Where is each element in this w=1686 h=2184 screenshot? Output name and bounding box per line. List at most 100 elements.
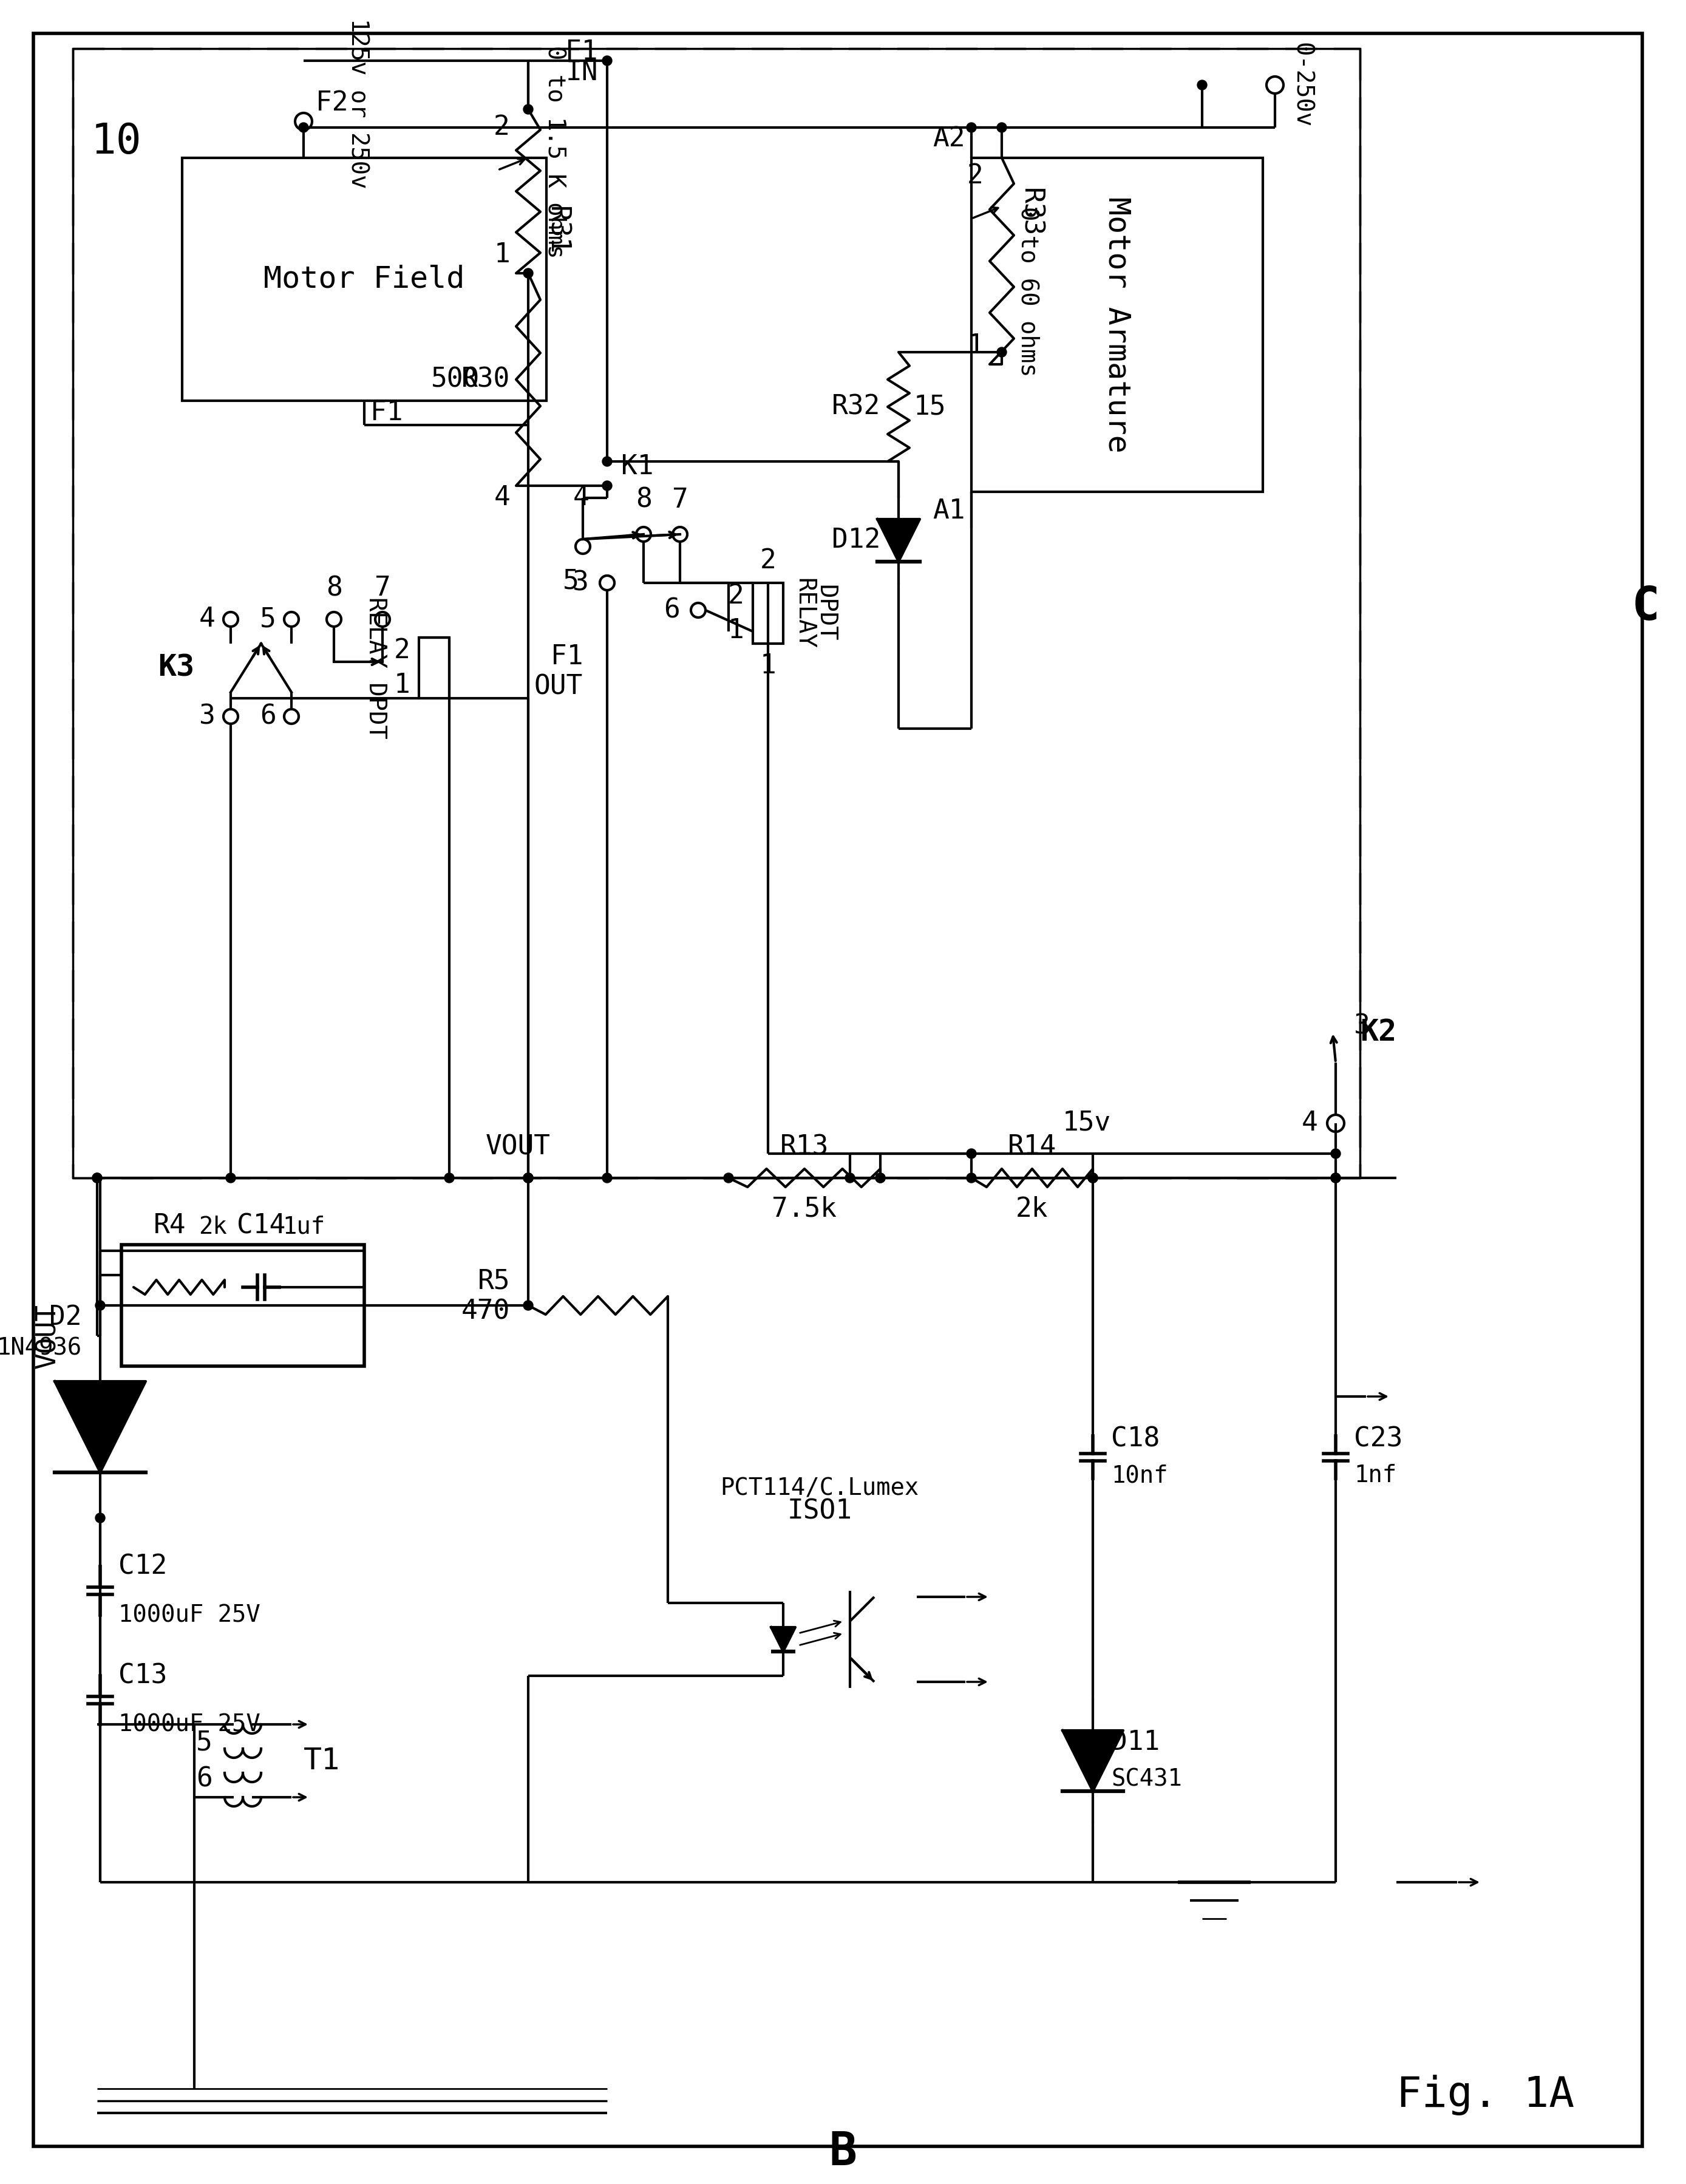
Text: 1000uF 25V: 1000uF 25V (118, 1712, 260, 1736)
Text: D11: D11 (1111, 1730, 1160, 1756)
Text: 5: 5 (260, 607, 277, 633)
Circle shape (523, 1173, 533, 1184)
Text: R5: R5 (477, 1269, 509, 1295)
Polygon shape (1062, 1730, 1123, 1791)
Text: T1: T1 (303, 1747, 341, 1776)
Text: F1: F1 (371, 400, 403, 426)
Text: 15v: 15v (1062, 1109, 1111, 1136)
Circle shape (96, 1514, 105, 1522)
Text: 10nf: 10nf (1111, 1463, 1168, 1487)
Text: 1: 1 (494, 242, 509, 269)
Circle shape (1087, 1173, 1098, 1184)
Text: 1000uF 25V: 1000uF 25V (118, 1603, 260, 1627)
Text: 1: 1 (727, 618, 744, 644)
Text: 500: 500 (432, 367, 479, 393)
Text: 1: 1 (393, 673, 410, 699)
Circle shape (602, 456, 612, 467)
Text: 2: 2 (760, 548, 776, 574)
Circle shape (1197, 81, 1207, 90)
Circle shape (523, 1173, 533, 1184)
Text: K1: K1 (620, 454, 654, 480)
Bar (182, 157, 546, 400)
Text: C18: C18 (1111, 1426, 1160, 1452)
Circle shape (93, 1173, 101, 1184)
Text: Motor Armature: Motor Armature (1103, 197, 1131, 452)
Text: C12: C12 (118, 1553, 167, 1579)
Bar (418, 638, 448, 699)
Text: 7.5k: 7.5k (772, 1197, 836, 1223)
Text: RELAY DPDT: RELAY DPDT (364, 596, 388, 738)
Text: C23: C23 (1354, 1426, 1403, 1452)
Circle shape (602, 57, 612, 66)
Text: R14: R14 (1008, 1133, 1057, 1160)
Circle shape (523, 269, 533, 277)
Polygon shape (54, 1380, 145, 1472)
Bar (754, 583, 784, 644)
Text: RELAY: RELAY (792, 579, 816, 649)
Text: SC431: SC431 (1111, 1767, 1182, 1791)
Text: R13: R13 (781, 1133, 830, 1160)
Circle shape (966, 1173, 976, 1184)
Text: ISO1: ISO1 (787, 1498, 851, 1524)
Circle shape (966, 122, 976, 133)
Text: 15: 15 (914, 393, 946, 419)
Text: 3: 3 (1354, 1013, 1371, 1040)
Text: 1: 1 (968, 332, 983, 358)
Text: R33: R33 (1017, 188, 1044, 236)
Circle shape (602, 1173, 612, 1184)
Text: 2k: 2k (199, 1216, 226, 1238)
Bar (971, 157, 1263, 491)
Circle shape (1330, 1149, 1340, 1158)
Text: D12: D12 (831, 526, 880, 553)
Text: 2: 2 (727, 583, 744, 609)
Text: Motor Field: Motor Field (263, 264, 465, 295)
Text: 6: 6 (664, 596, 679, 622)
Circle shape (875, 1173, 885, 1184)
Text: 5: 5 (196, 1730, 212, 1756)
Bar (72, 48, 1361, 1177)
Bar (121, 1245, 364, 1367)
Circle shape (1087, 1173, 1098, 1184)
Text: OUT: OUT (534, 675, 583, 701)
Text: 8: 8 (325, 574, 342, 601)
Text: Fig. 1A: Fig. 1A (1396, 2075, 1575, 2114)
Circle shape (1330, 1173, 1340, 1184)
Text: R4: R4 (153, 1212, 185, 1238)
Text: F2: F2 (315, 90, 349, 116)
Circle shape (996, 122, 1007, 133)
Circle shape (875, 1173, 885, 1184)
Text: 7: 7 (671, 487, 688, 513)
Text: A1: A1 (932, 498, 966, 524)
Text: IN: IN (565, 59, 599, 85)
Text: 3: 3 (573, 570, 588, 596)
Text: DPDT: DPDT (814, 585, 836, 642)
Text: 0-250v: 0-250v (1290, 41, 1313, 127)
Text: VOUT: VOUT (486, 1133, 551, 1160)
Text: 6: 6 (260, 703, 277, 729)
Circle shape (723, 1173, 733, 1184)
Text: 1: 1 (760, 653, 776, 679)
Polygon shape (771, 1627, 796, 1651)
Circle shape (845, 1173, 855, 1184)
Circle shape (226, 1173, 236, 1184)
Circle shape (523, 1173, 533, 1184)
Text: R32: R32 (831, 393, 880, 419)
Circle shape (966, 1149, 976, 1158)
Text: A2: A2 (932, 127, 966, 153)
Text: K2: K2 (1361, 1018, 1396, 1046)
Text: 1nf: 1nf (1354, 1463, 1396, 1487)
Text: 4: 4 (199, 607, 216, 633)
Text: D2: D2 (49, 1304, 83, 1330)
Circle shape (523, 1299, 533, 1310)
Text: VOUT: VOUT (35, 1304, 61, 1367)
Text: 125v or 250v: 125v or 250v (346, 17, 369, 188)
Text: C: C (1632, 585, 1659, 629)
Text: 5: 5 (563, 568, 578, 594)
Text: 0 to 1.5 K ohms: 0 to 1.5 K ohms (543, 46, 566, 258)
Text: 2: 2 (494, 114, 509, 140)
Text: 3: 3 (199, 703, 216, 729)
Text: 10: 10 (91, 122, 142, 162)
Circle shape (1330, 1173, 1340, 1184)
Text: 2: 2 (968, 164, 983, 190)
Circle shape (93, 1173, 101, 1184)
